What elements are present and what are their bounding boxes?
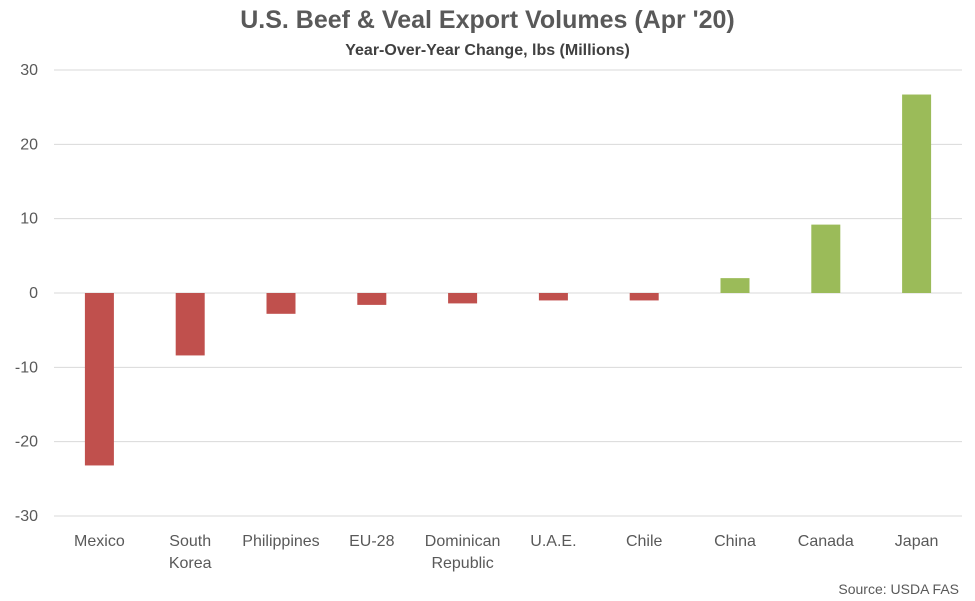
gridlines: [54, 69, 962, 517]
y-tick-label: 30: [20, 62, 38, 79]
x-tick-label: Mexico: [74, 533, 125, 550]
y-axis-ticks: 30 20 10 0 -10 -20 -30: [15, 62, 38, 525]
x-axis-ticks: Mexico South Korea Philippines EU-28 Dominica…: [74, 533, 938, 572]
y-tick-label: -30: [15, 508, 38, 525]
x-tick-label: U.A.E.: [530, 533, 576, 550]
x-tick-label: Chile: [626, 533, 663, 550]
bar-mexico: [84, 293, 114, 466]
bar-japan: [902, 94, 932, 293]
bar-canada: [811, 224, 841, 293]
x-tick-label: Japan: [895, 533, 939, 550]
chart-subtitle: Year-Over-Year Change, lbs (Millions): [345, 42, 630, 59]
bar-eu-28: [357, 293, 387, 305]
y-tick-label: -10: [15, 359, 38, 376]
bar-u-a-e-: [538, 293, 568, 301]
y-tick-label: 0: [29, 285, 38, 302]
y-tick-label: 20: [20, 136, 38, 153]
chart-title: U.S. Beef & Veal Export Volumes (Apr '20…: [240, 6, 735, 34]
bar-south-korea: [175, 293, 205, 356]
x-tick-label: EU-28: [349, 533, 394, 550]
bar-dominican-republic: [448, 293, 478, 304]
x-tick-label: Dominican Republic: [425, 533, 501, 572]
x-tick-label: Philippines: [242, 533, 319, 550]
bar-philippines: [266, 293, 296, 314]
y-tick-label: -20: [15, 434, 38, 451]
x-tick-label: China: [714, 533, 756, 550]
x-tick-label: South Korea: [169, 533, 212, 572]
bars: [84, 94, 932, 466]
source-note: Source: USDA FAS: [838, 581, 959, 597]
bar-china: [720, 278, 750, 293]
y-tick-label: 10: [20, 211, 38, 228]
bar-chile: [629, 293, 659, 301]
x-tick-label: Canada: [798, 533, 854, 550]
